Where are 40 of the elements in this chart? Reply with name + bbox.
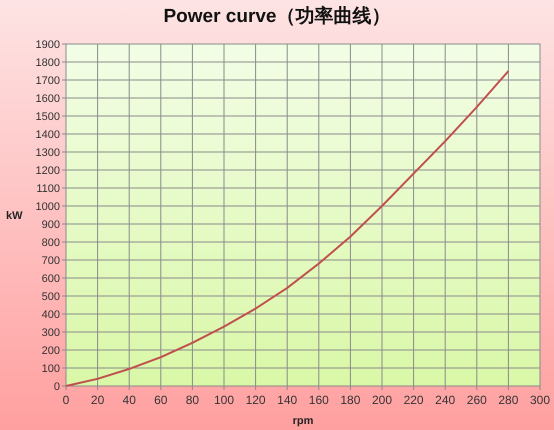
x-tick-label: 180: [340, 393, 361, 407]
y-tick-label: 500: [42, 291, 60, 303]
x-tick-label: 200: [372, 393, 392, 407]
y-tick-label: 1800: [36, 57, 60, 69]
y-tick-label: 1300: [36, 147, 60, 159]
y-tick-label: 400: [42, 309, 60, 321]
y-tick-label: 700: [42, 255, 60, 267]
x-tick-label: 300: [530, 393, 550, 407]
y-tick-label: 1500: [36, 111, 60, 123]
y-tick-label: 1900: [36, 39, 60, 51]
x-tick-label: 160: [308, 393, 330, 407]
x-tick-label: 220: [404, 393, 424, 407]
y-tick-label: 1700: [36, 75, 60, 87]
y-tick-label: 600: [42, 273, 60, 285]
chart-title: Power curve（功率曲线）: [164, 5, 390, 27]
y-tick-label: 1000: [36, 201, 60, 213]
x-axis-title: rpm: [292, 415, 314, 427]
y-tick-label: 900: [42, 219, 60, 231]
y-tick-label: 200: [42, 345, 60, 357]
y-tick-label: 1100: [36, 183, 60, 195]
line-series: [65, 70, 510, 387]
x-tick-label: 240: [435, 393, 456, 407]
y-tick-label: 1600: [36, 93, 60, 105]
y-tick-label: 800: [42, 237, 60, 249]
y-tick-label: 1400: [36, 129, 60, 141]
x-tick-label: 260: [466, 393, 488, 407]
x-tick-label: 280: [498, 393, 519, 407]
x-tick-label: 120: [246, 393, 266, 407]
y-tick-label: 0: [54, 381, 60, 393]
y-axis-title: kW: [6, 210, 24, 222]
x-tick-label: 0: [62, 393, 70, 407]
x-tick-label: 80: [186, 393, 200, 407]
y-tick-label: 100: [42, 363, 60, 375]
x-tick-label: 60: [154, 393, 168, 407]
x-tick-label: 100: [214, 393, 234, 407]
x-tick-label: 40: [122, 393, 136, 407]
y-tick-label: 300: [42, 327, 60, 339]
x-tick-label: 140: [277, 393, 298, 407]
y-tick-label: 1200: [36, 165, 60, 177]
x-tick-label: 20: [90, 393, 105, 407]
